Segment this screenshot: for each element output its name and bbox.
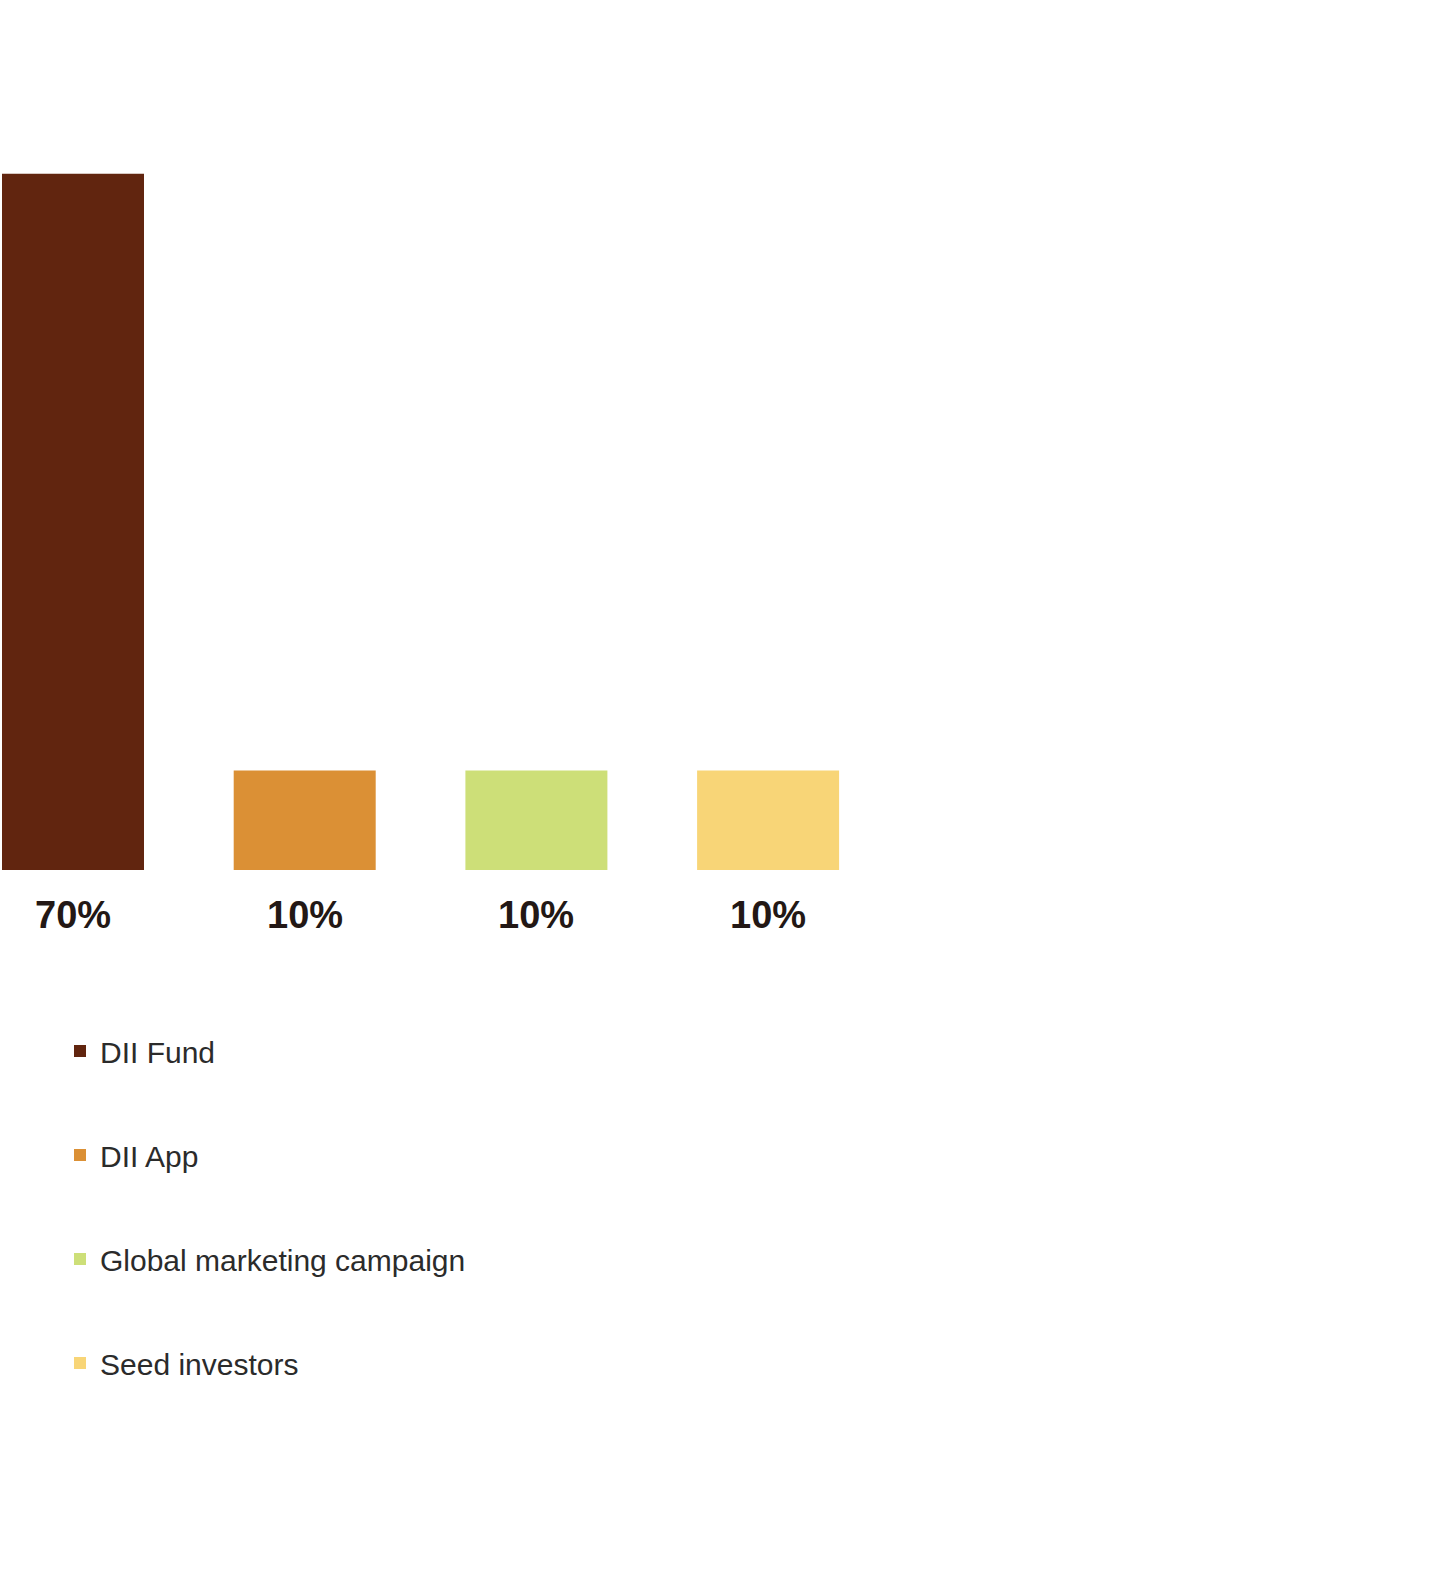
- svg-text:10%: 10%: [267, 894, 343, 936]
- svg-text:10%: 10%: [498, 894, 574, 936]
- svg-text:70%: 70%: [35, 894, 111, 936]
- svg-text:Global marketing campaign: Global marketing campaign: [100, 1244, 465, 1277]
- svg-text:DII Fund: DII Fund: [100, 1036, 215, 1069]
- svg-text:Seed investors: Seed investors: [100, 1348, 298, 1381]
- svg-text:DII App: DII App: [100, 1140, 198, 1173]
- svg-text:10%: 10%: [730, 894, 806, 936]
